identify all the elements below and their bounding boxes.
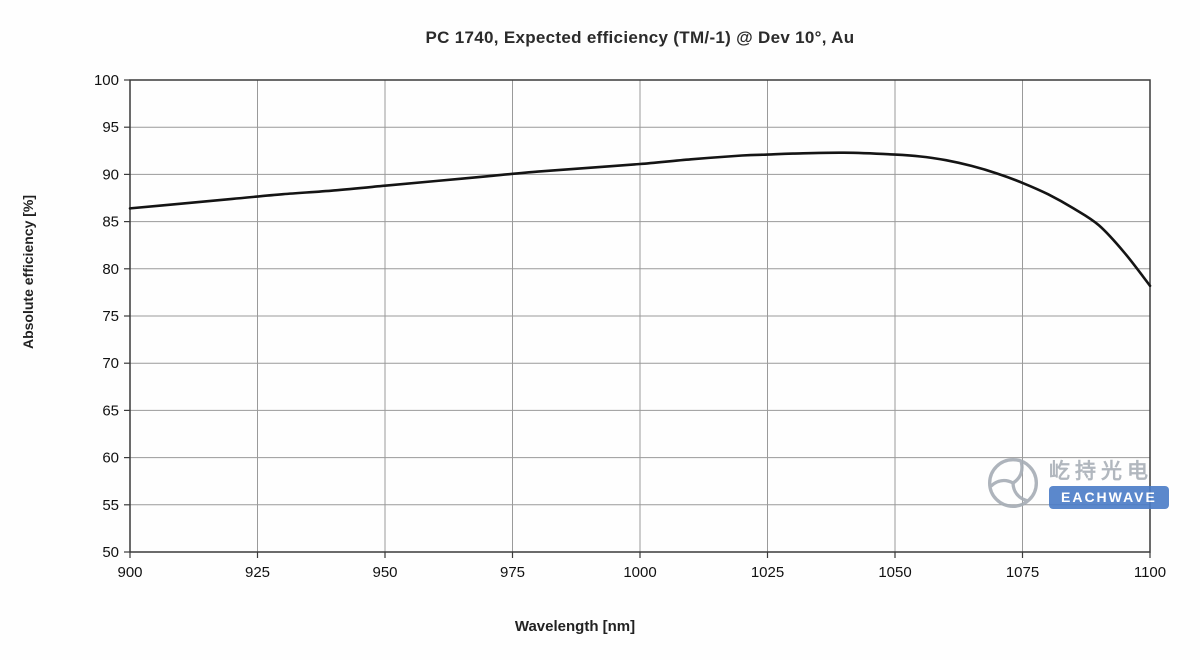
- x-axis-label: Wavelength [nm]: [514, 618, 636, 635]
- x-tick-label: 925: [245, 564, 270, 581]
- x-tick-label: 1000: [623, 564, 656, 581]
- x-tick-label: 1075: [1006, 564, 1039, 581]
- efficiency-curve: [128, 151, 1152, 288]
- y-tick-label: 70: [102, 355, 119, 372]
- x-tick-label: 1050: [878, 564, 911, 581]
- x-tick-label: 1100: [1134, 564, 1166, 581]
- y-tick-label: 80: [102, 261, 119, 278]
- x-tick-label: 900: [117, 564, 142, 581]
- chart-title: PC 1740, Expected efficiency (TM/-1) @ D…: [425, 28, 855, 47]
- y-tick-label: 60: [102, 450, 119, 467]
- watermark-cn-text: 屹持光电: [1049, 460, 1153, 483]
- y-tick-label: 100: [94, 72, 119, 89]
- x-tick-label: 975: [500, 564, 525, 581]
- x-tick-label: 1025: [751, 564, 784, 581]
- y-tick-label: 65: [102, 402, 119, 419]
- eachwave-badge: EACHWAVE: [1049, 486, 1169, 510]
- y-tick-label: 85: [102, 214, 119, 231]
- watermark-text-column: 屹持光电 EACHWAVE: [1049, 455, 1169, 510]
- x-tick-label: 950: [372, 564, 397, 581]
- watermark: 屹持光电 EACHWAVE: [985, 455, 1169, 511]
- eachwave-logo-icon: [987, 457, 1039, 509]
- y-tick-label: 75: [102, 308, 119, 325]
- y-tick-label: 95: [102, 119, 119, 136]
- y-tick-label: 90: [102, 166, 119, 183]
- y-tick-label: 55: [102, 497, 119, 514]
- y-tick-label: 50: [102, 544, 119, 561]
